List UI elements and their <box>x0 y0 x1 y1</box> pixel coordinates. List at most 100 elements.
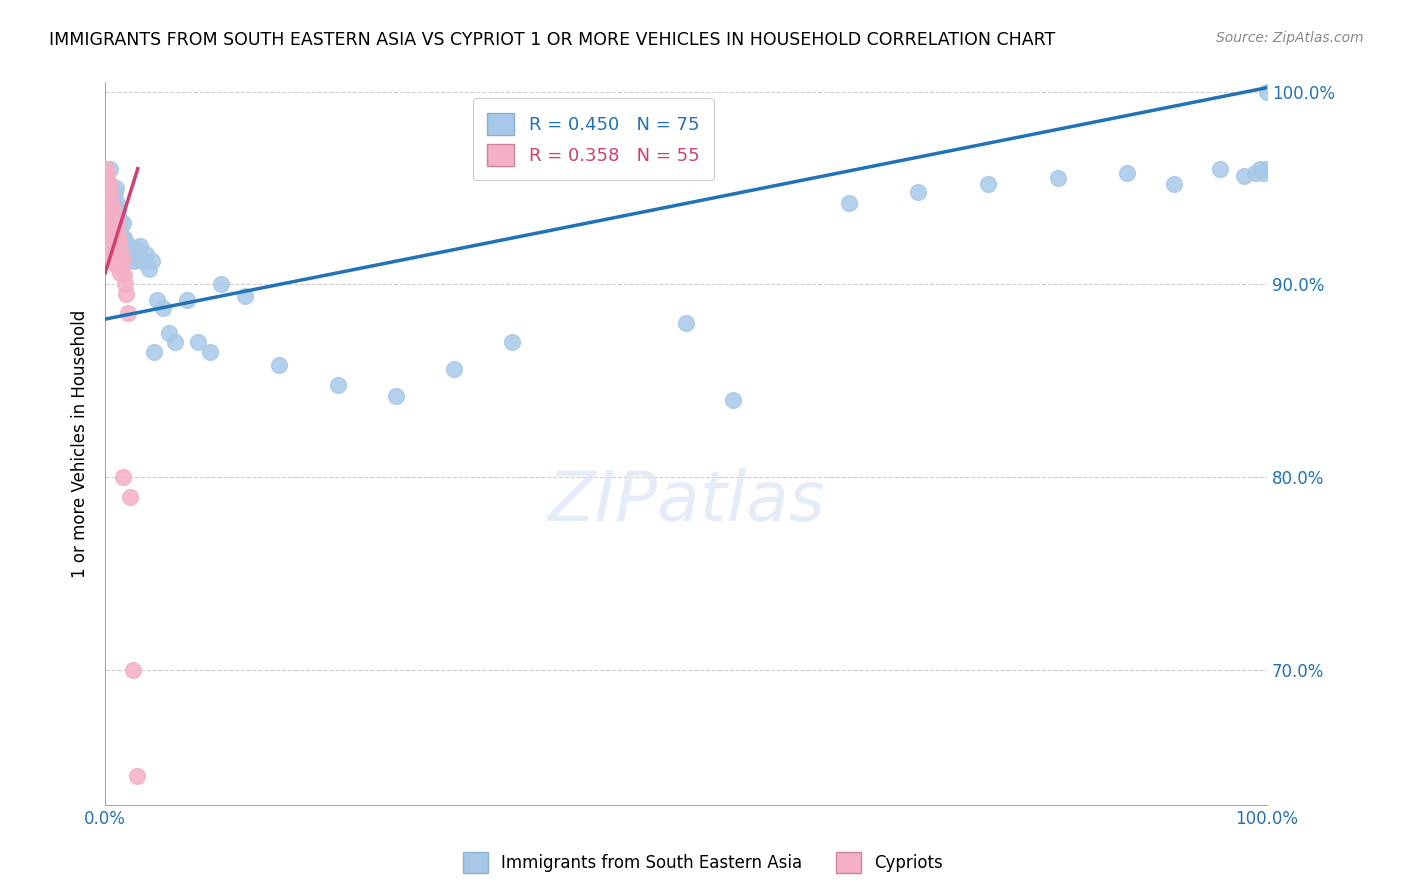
Point <box>501 335 523 350</box>
Point <box>157 326 180 340</box>
Point <box>209 277 232 292</box>
Point <box>101 200 124 214</box>
Point <box>143 344 166 359</box>
Point <box>104 181 127 195</box>
Point <box>107 204 129 219</box>
Point <box>101 216 124 230</box>
Point <box>1046 171 1069 186</box>
Point <box>114 277 136 292</box>
Point <box>163 335 186 350</box>
Point <box>96 210 118 224</box>
Point <box>187 335 209 350</box>
Point <box>1163 177 1185 191</box>
Text: Source: ZipAtlas.com: Source: ZipAtlas.com <box>1216 31 1364 45</box>
Point <box>110 219 132 234</box>
Point <box>103 235 125 249</box>
Point <box>124 246 146 260</box>
Point <box>96 185 118 199</box>
Point <box>1249 161 1271 176</box>
Point <box>103 223 125 237</box>
Point <box>105 235 128 249</box>
Point <box>114 243 136 257</box>
Point <box>110 243 132 257</box>
Point <box>97 223 120 237</box>
Point <box>118 248 141 262</box>
Point <box>1233 169 1256 184</box>
Point <box>269 359 291 373</box>
Point <box>384 389 406 403</box>
Point <box>103 254 125 268</box>
Point <box>103 185 125 199</box>
Point <box>118 490 141 504</box>
Point <box>103 231 125 245</box>
Point <box>115 287 138 301</box>
Point <box>107 227 129 242</box>
Point <box>105 239 128 253</box>
Point <box>97 185 120 199</box>
Point <box>111 239 134 253</box>
Point <box>129 239 152 253</box>
Point <box>326 377 349 392</box>
Text: IMMIGRANTS FROM SOUTH EASTERN ASIA VS CYPRIOT 1 OR MORE VEHICLES IN HOUSEHOLD CO: IMMIGRANTS FROM SOUTH EASTERN ASIA VS CY… <box>49 31 1056 49</box>
Point <box>112 268 135 282</box>
Point <box>122 663 145 677</box>
Point <box>96 171 118 186</box>
Point <box>107 229 129 244</box>
Point <box>125 769 148 783</box>
Point <box>198 344 221 359</box>
Point <box>675 316 697 330</box>
Point <box>98 193 121 207</box>
Point <box>103 219 125 234</box>
Point <box>101 229 124 244</box>
Point <box>101 251 124 265</box>
Point <box>110 243 132 257</box>
Point <box>443 362 465 376</box>
Point <box>111 470 134 484</box>
Point <box>100 216 122 230</box>
Point <box>1116 165 1139 179</box>
Point <box>96 161 118 176</box>
Point <box>117 239 139 253</box>
Point <box>98 185 121 199</box>
Point <box>100 200 122 214</box>
Point <box>104 258 127 272</box>
Point <box>94 165 117 179</box>
Point <box>110 266 132 280</box>
Point <box>110 227 132 242</box>
Point <box>94 177 117 191</box>
Point <box>176 293 198 307</box>
Legend: R = 0.450   N = 75, R = 0.358   N = 55: R = 0.450 N = 75, R = 0.358 N = 55 <box>472 98 714 180</box>
Point <box>108 258 131 272</box>
Point <box>1253 165 1275 179</box>
Point <box>117 254 139 268</box>
Point <box>98 216 121 230</box>
Point <box>104 219 127 234</box>
Point <box>97 177 120 191</box>
Point <box>108 235 131 249</box>
Point <box>138 262 160 277</box>
Point <box>97 177 120 191</box>
Point <box>115 235 138 249</box>
Point <box>152 301 174 315</box>
Point <box>108 235 131 249</box>
Point <box>96 196 118 211</box>
Point <box>105 196 128 211</box>
Point <box>112 231 135 245</box>
Point <box>110 248 132 262</box>
Point <box>721 393 744 408</box>
Point <box>100 208 122 222</box>
Point <box>1209 161 1232 176</box>
Point <box>103 193 125 207</box>
Point <box>111 254 134 268</box>
Point <box>104 200 127 214</box>
Point <box>838 196 860 211</box>
Point <box>100 243 122 257</box>
Point <box>103 216 125 230</box>
Point <box>104 239 127 253</box>
Point <box>146 293 169 307</box>
Point <box>98 161 121 176</box>
Point <box>104 223 127 237</box>
Point <box>100 223 122 237</box>
Point <box>108 211 131 226</box>
Point <box>1254 161 1277 176</box>
